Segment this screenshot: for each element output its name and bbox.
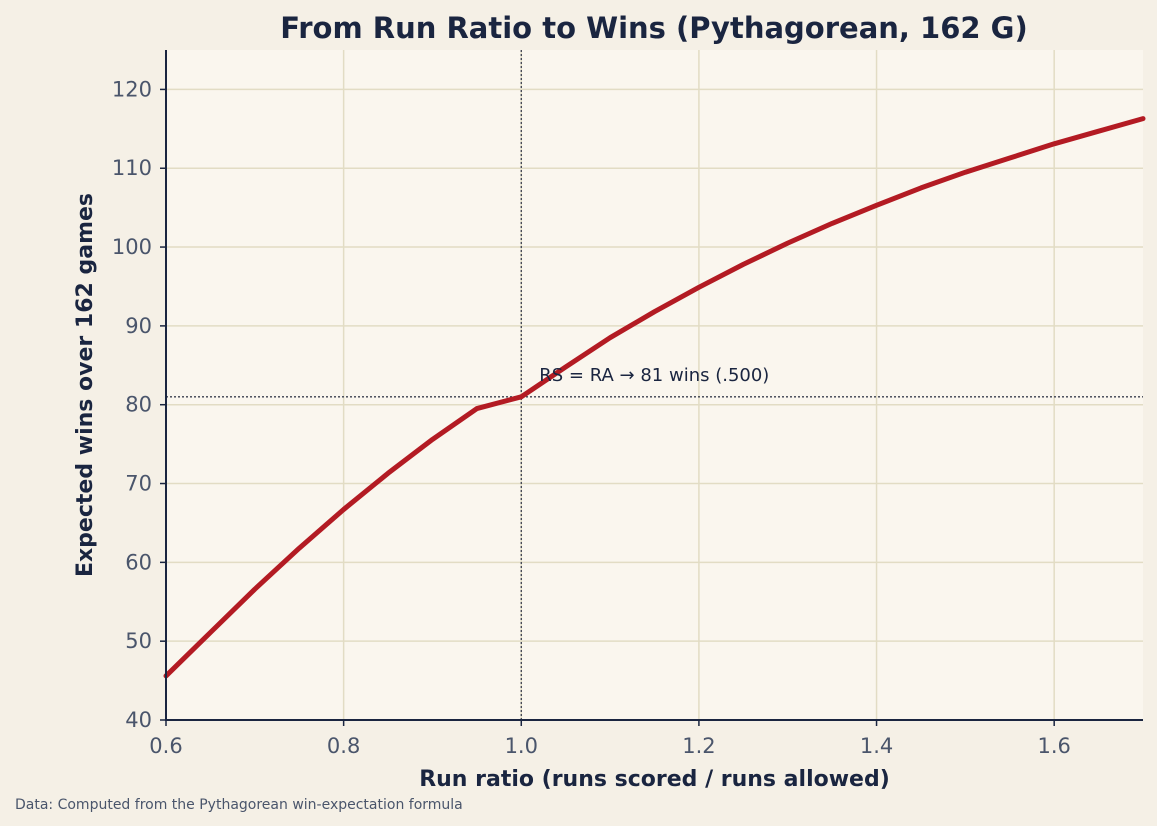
x-tick-label: 1.0 bbox=[505, 734, 538, 758]
y-tick-label: 50 bbox=[125, 629, 152, 653]
x-tick-label: 1.6 bbox=[1037, 734, 1070, 758]
x-tick-label: 0.8 bbox=[327, 734, 360, 758]
y-tick-label: 60 bbox=[125, 550, 152, 574]
x-tick-label: 0.6 bbox=[149, 734, 182, 758]
x-tick-label: 1.4 bbox=[860, 734, 893, 758]
x-tick-label: 1.2 bbox=[682, 734, 715, 758]
y-tick-label: 70 bbox=[125, 472, 152, 496]
y-tick-label: 40 bbox=[125, 708, 152, 732]
y-axis-label: Expected wins over 162 games bbox=[73, 193, 98, 577]
annotation: RS = RA → 81 wins (.500) bbox=[539, 365, 769, 386]
reference-lines bbox=[166, 50, 1143, 720]
x-axis-label: Run ratio (runs scored / runs allowed) bbox=[419, 767, 890, 792]
plot-background bbox=[166, 50, 1143, 720]
chart-title: From Run Ratio to Wins (Pythagorean, 162… bbox=[280, 11, 1027, 45]
axes bbox=[160, 50, 1143, 726]
y-tick-label: 120 bbox=[112, 77, 152, 101]
tick-labels: 0.6 0.8 1.0 1.2 1.4 1.6 40 50 60 70 80 90 100 110 120 bbox=[112, 77, 1071, 758]
y-tick-label: 80 bbox=[125, 393, 152, 417]
grid bbox=[165, 50, 1143, 721]
y-tick-label: 110 bbox=[112, 156, 152, 180]
y-tick-label: 90 bbox=[125, 314, 152, 338]
source-note: Data: Computed from the Pythagorean win-… bbox=[15, 797, 463, 813]
series-line bbox=[163, 116, 1146, 679]
y-tick-label: 100 bbox=[112, 235, 152, 259]
